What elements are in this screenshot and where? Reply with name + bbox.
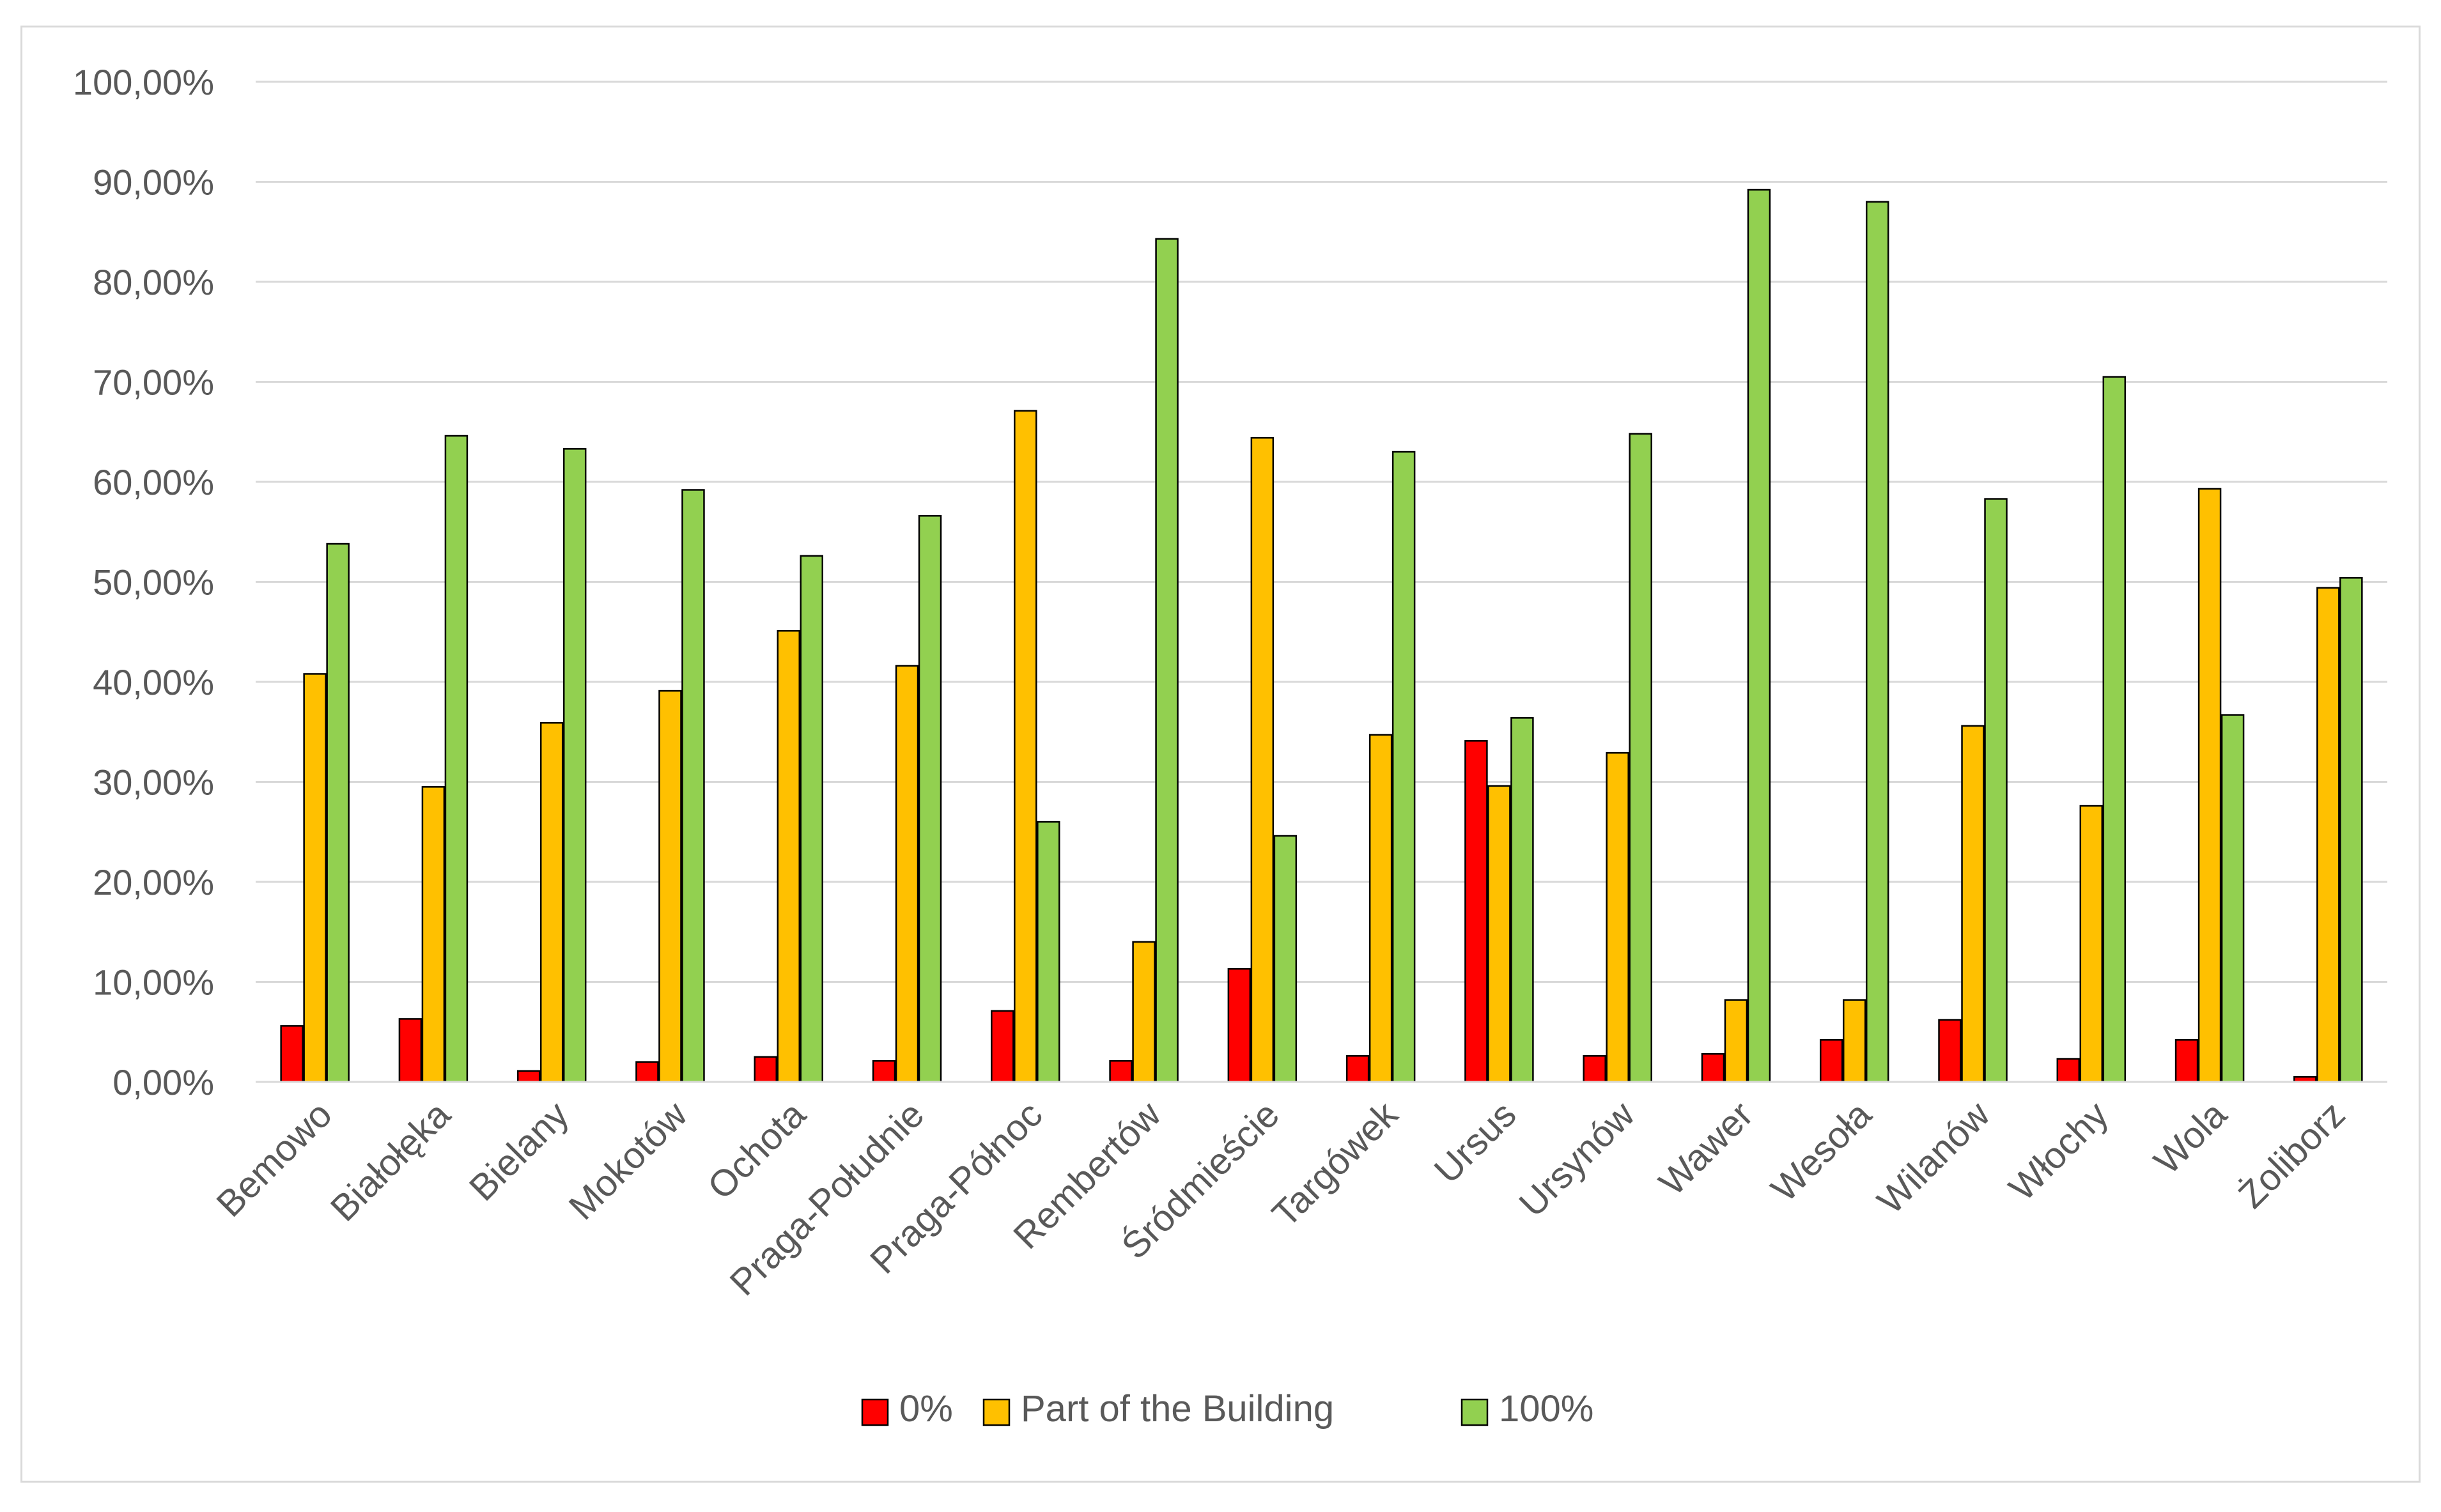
bar-part (2197, 488, 2222, 1083)
bar-full (1747, 189, 1771, 1083)
bar-part (421, 786, 446, 1083)
x-category-label: Bemowo (208, 1093, 340, 1225)
bar-zero (2174, 1039, 2199, 1083)
x-category-label: Białołęka (323, 1093, 459, 1230)
bar-full (800, 555, 823, 1083)
bar-full (2220, 714, 2245, 1083)
bar-full (326, 543, 350, 1083)
bar-part (1368, 734, 1393, 1083)
legend-swatch (982, 1398, 1011, 1426)
bar-part (895, 665, 919, 1083)
bar-full (1273, 835, 1298, 1083)
y-tick-label: 100,00% (73, 62, 214, 102)
bar-full (562, 448, 587, 1083)
y-tick-label: 20,00% (93, 862, 214, 902)
legend-swatch (1461, 1398, 1489, 1426)
y-tick-label: 0,00% (112, 1062, 214, 1102)
bar-zero (398, 1018, 422, 1083)
legend: 0% Part of the Building 100% (861, 1388, 1593, 1430)
x-category-label: Ursus (1427, 1093, 1524, 1191)
bar-zero (1701, 1053, 1725, 1083)
x-category-label: Wesoła (1763, 1093, 1880, 1210)
legend-swatch (861, 1398, 889, 1426)
x-category-label: Wawer (1651, 1093, 1761, 1203)
y-axis-tick-labels: 0,00% 10,00% 20,00% 30,00% 40,00% 50,00% 60,00… (73, 62, 214, 1102)
x-category-label: Mokotów (561, 1093, 696, 1228)
y-tick-label: 40,00% (93, 662, 214, 702)
bar-full (1037, 821, 1060, 1083)
bar-zero (1583, 1055, 1606, 1083)
bar-part (658, 690, 682, 1083)
y-tick-label: 50,00% (93, 562, 214, 603)
bar-part (1724, 999, 1748, 1083)
legend-label: 0% (899, 1388, 953, 1430)
bars (280, 189, 2363, 1083)
chart-area (20, 26, 2421, 1483)
bar-full (681, 489, 705, 1083)
bar-zero (1820, 1039, 1843, 1083)
bar-full (444, 435, 469, 1083)
y-tick-label: 70,00% (93, 362, 214, 403)
bar-part (2316, 587, 2340, 1083)
bar-zero (516, 1070, 541, 1083)
bar-part (539, 721, 564, 1083)
x-category-label: Włochy (2001, 1093, 2116, 1208)
bar-full (1391, 451, 1416, 1083)
bar-full (2339, 576, 2363, 1083)
x-category-label: Ursynów (1511, 1093, 1643, 1224)
x-category-label: Ochota (700, 1093, 814, 1208)
y-tick-label: 80,00% (93, 262, 214, 302)
bar-zero (1109, 1060, 1133, 1083)
x-category-label: Targówek (1264, 1093, 1406, 1235)
bar-part (1487, 785, 1511, 1083)
bar-full (1155, 238, 1179, 1083)
legend-label: Part of the Building (1021, 1388, 1334, 1430)
bar-zero (1345, 1055, 1370, 1083)
bar-part (1014, 410, 1037, 1083)
bar-full (918, 514, 942, 1083)
x-category-label: Wola (2146, 1093, 2235, 1182)
bar-part (2079, 805, 2104, 1083)
bar-zero (1227, 968, 1251, 1083)
x-category-label: Wilanów (1870, 1093, 1999, 1222)
x-category-label: Bielany (461, 1093, 577, 1208)
bar-part (303, 673, 327, 1083)
bar-part (1250, 436, 1275, 1083)
y-tick-label: 90,00% (93, 162, 214, 203)
legend-label: 100% (1499, 1388, 1593, 1430)
bar-zero (991, 1010, 1014, 1083)
bar-zero (754, 1056, 777, 1083)
bar-full (2102, 376, 2127, 1083)
y-tick-label: 30,00% (93, 762, 214, 803)
bar-zero (635, 1061, 659, 1083)
bar-full (1510, 717, 1534, 1083)
bar-zero (2056, 1058, 2081, 1083)
y-tick-label: 10,00% (93, 962, 214, 1003)
bar-part (1132, 941, 1156, 1083)
bar-full (1629, 433, 1652, 1083)
bar-full (1866, 201, 1889, 1083)
bar-zero (872, 1060, 896, 1083)
bar-part (777, 629, 800, 1083)
bar-full (1984, 498, 2008, 1083)
x-category-label: Żoliborz (2231, 1093, 2353, 1216)
bar-part (1961, 725, 1985, 1083)
bar-part (1843, 999, 1866, 1083)
gridlines (256, 81, 2387, 983)
y-tick-label: 60,00% (93, 462, 214, 502)
bar-zero (280, 1025, 304, 1083)
bar-zero (1938, 1019, 1962, 1083)
bar-part (1606, 752, 1629, 1083)
bar-zero (1464, 740, 1488, 1083)
